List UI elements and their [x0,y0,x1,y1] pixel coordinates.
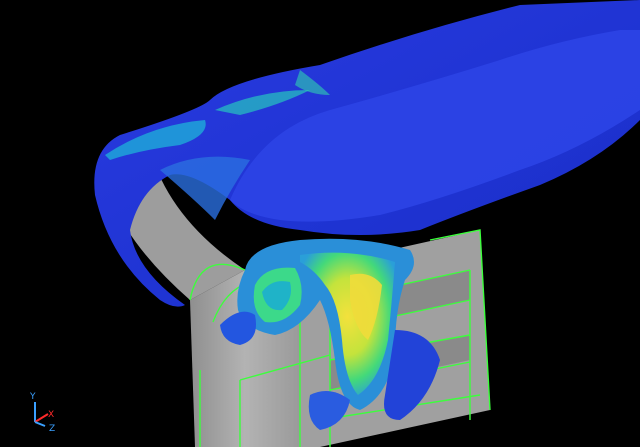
y-axis-label: Y [29,392,36,402]
z-axis-line [34,421,46,427]
iso-surface-outer [94,0,640,307]
x-axis-label: X [48,410,54,420]
iso-surface-core [220,238,440,430]
x-axis-line [34,413,49,423]
axis-triad: Y X Z [29,392,55,434]
z-axis-label: Z [49,424,55,434]
